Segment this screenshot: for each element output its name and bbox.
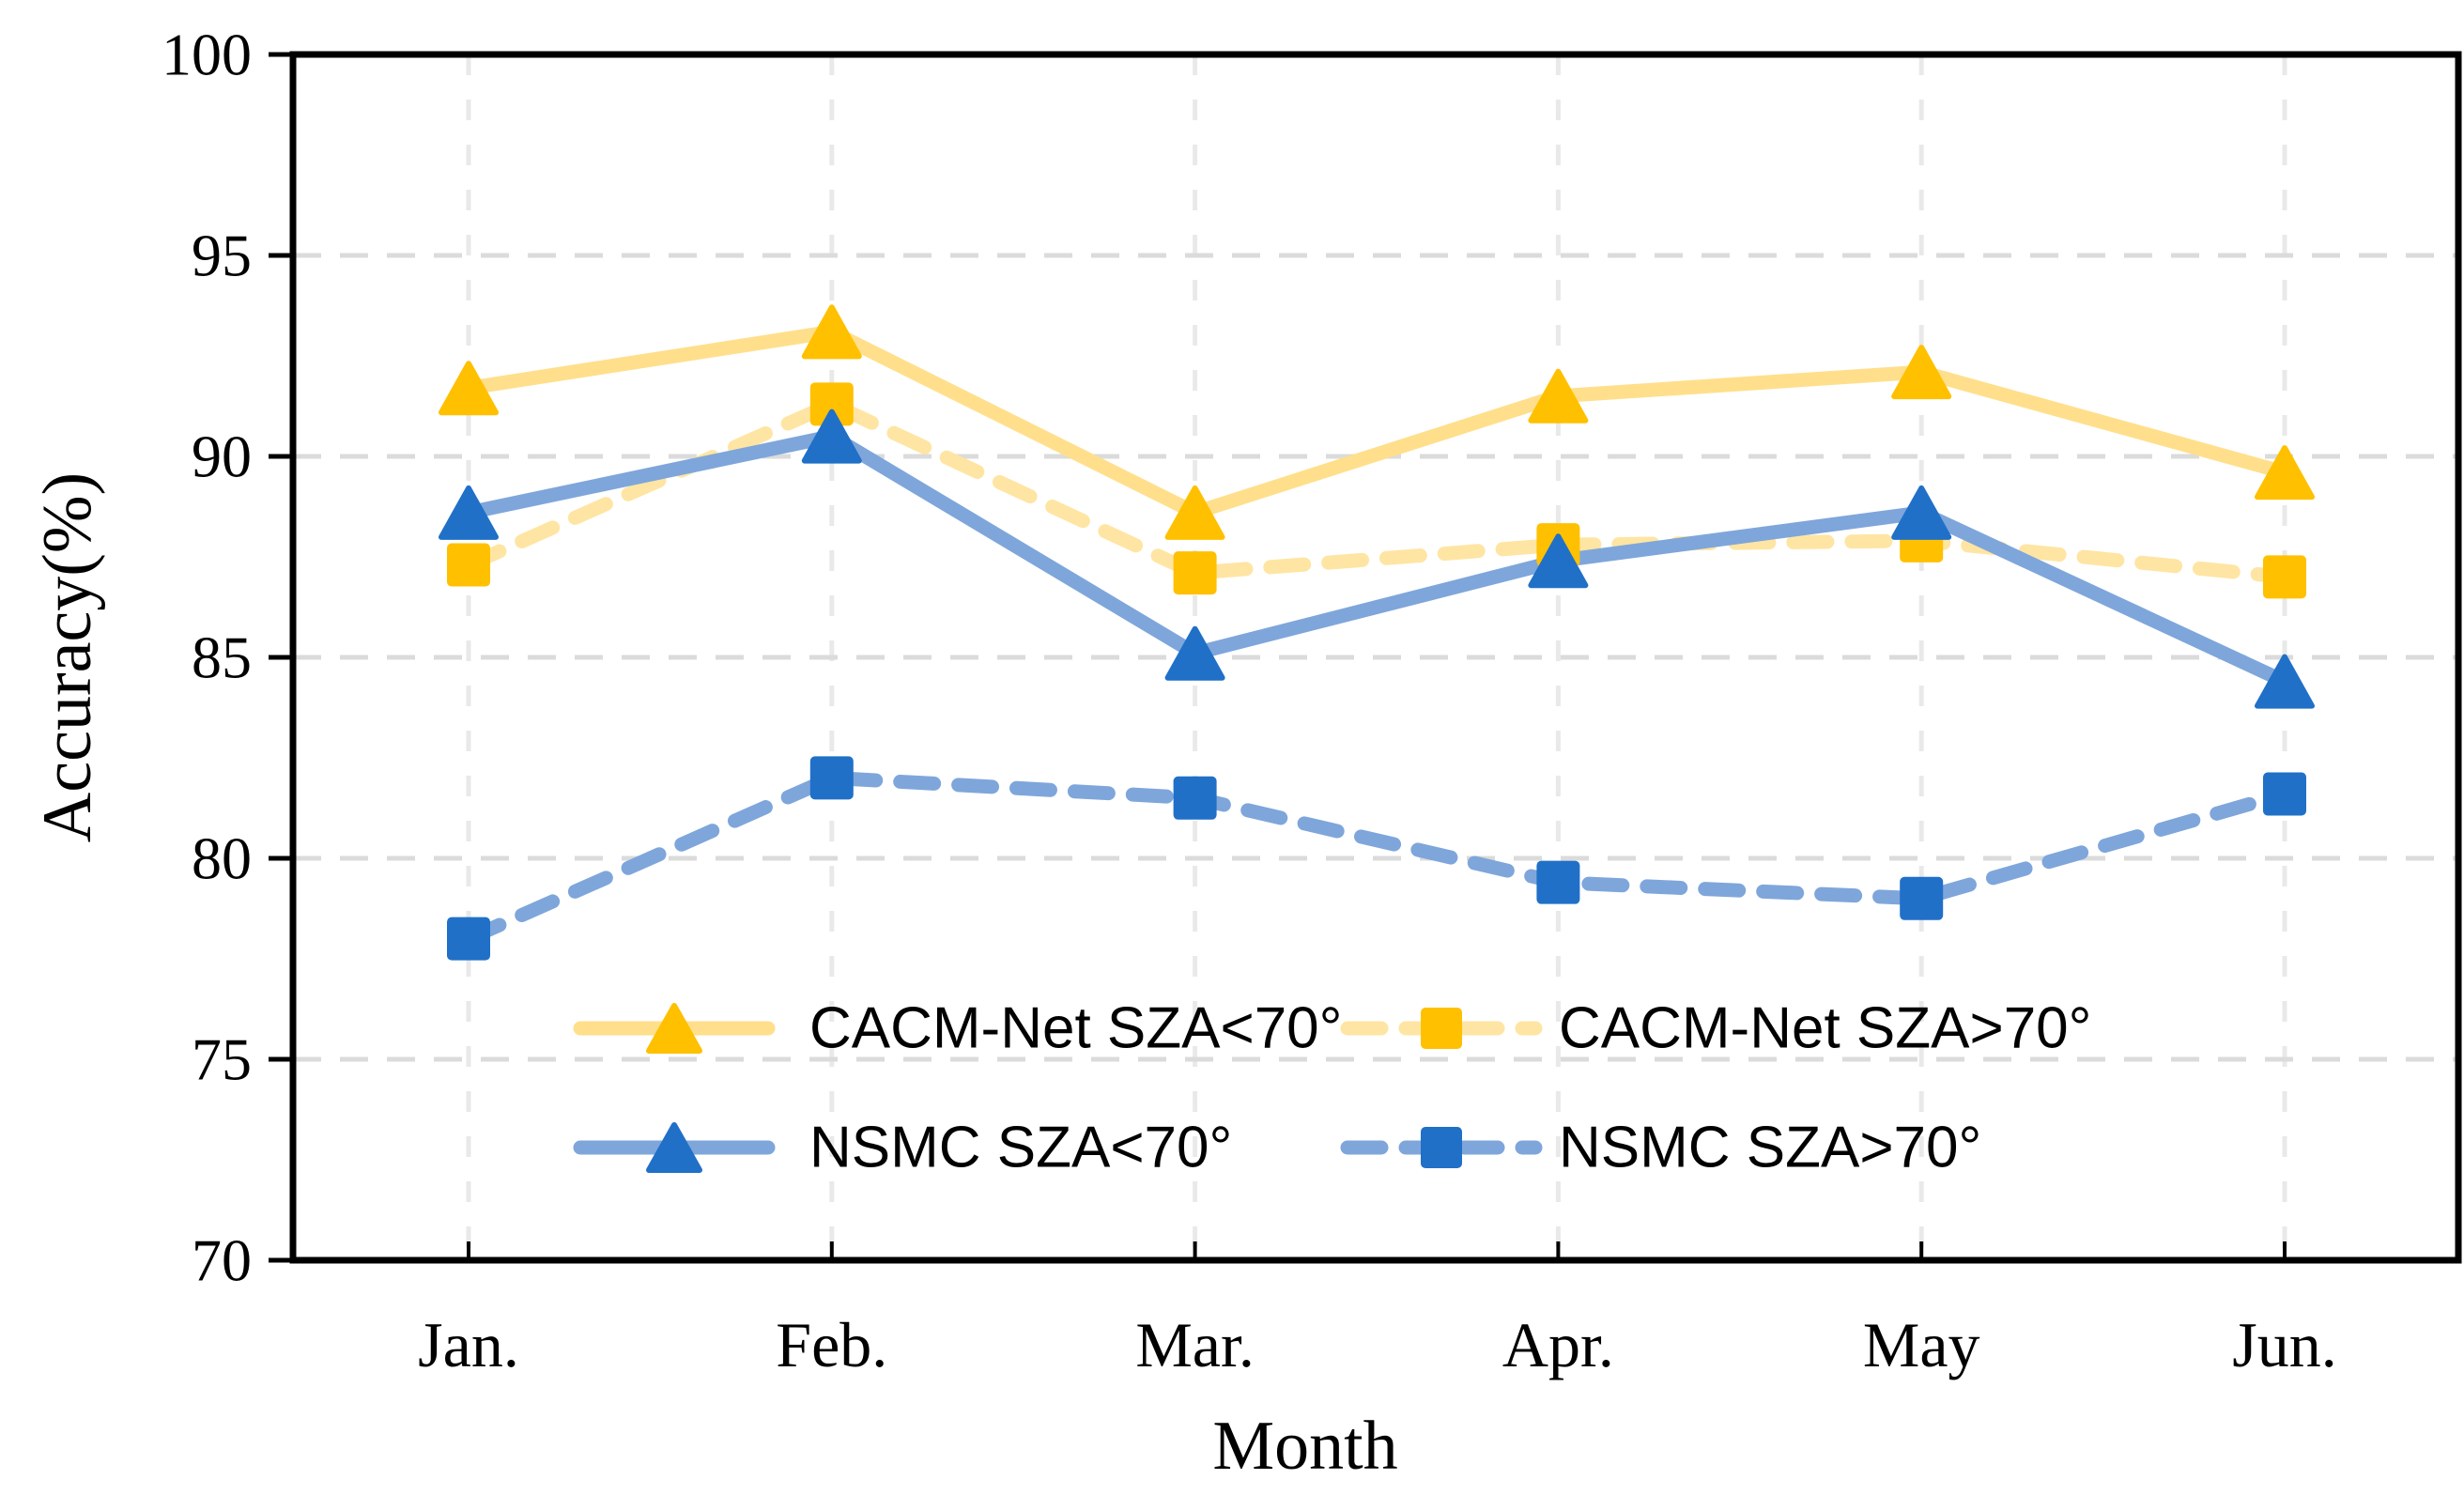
marker-triangle-s0-May bbox=[1891, 345, 1952, 400]
gridlines bbox=[293, 54, 2458, 1260]
marker-triangle-s0-Feb bbox=[801, 304, 862, 360]
marker-triangle-s2-Feb bbox=[801, 408, 862, 464]
legend-item-1: CACM-Net SZA>70° bbox=[1340, 996, 2091, 1061]
series-line-3 bbox=[461, 770, 2292, 947]
marker-square-s1-Jun bbox=[2263, 555, 2306, 599]
x-tick-label-Apr: Apr. bbox=[1502, 1309, 1614, 1380]
x-tick-label-Jun: Jun. bbox=[2232, 1309, 2336, 1380]
y-tick-label-95: 95 bbox=[192, 223, 252, 289]
legend-label-3: NSMC SZA>70° bbox=[1559, 1116, 1981, 1180]
marker-triangle-s2-Mar bbox=[1164, 625, 1225, 681]
legend-marker-square-1 bbox=[1421, 1008, 1462, 1049]
marker-square-s3-Apr bbox=[1536, 860, 1580, 904]
y-tick-label-100: 100 bbox=[162, 22, 252, 88]
marker-triangle-s2-Apr bbox=[1528, 533, 1589, 589]
y-tick-label-80: 80 bbox=[192, 825, 252, 892]
x-tick-label-May: May bbox=[1863, 1309, 1980, 1380]
legend-label-1: CACM-Net SZA>70° bbox=[1559, 996, 2091, 1061]
marker-square-s1-Jan bbox=[447, 543, 490, 587]
x-tick-labels: Jan. Feb. Mar. Apr. May Jun. bbox=[418, 1309, 2337, 1380]
marker-triangle-s0-Jun bbox=[2255, 445, 2315, 501]
y-tick-labels: 100 95 90 85 80 75 70 bbox=[162, 22, 252, 1294]
legend-item-0: CACM-Net SZA<70° bbox=[573, 996, 1342, 1061]
axis-ticks bbox=[269, 52, 2287, 1263]
legend-label-0: CACM-Net SZA<70° bbox=[809, 996, 1342, 1061]
x-tick-label-Jan: Jan. bbox=[418, 1309, 519, 1380]
y-tick-label-85: 85 bbox=[192, 624, 252, 691]
y-tick-label-75: 75 bbox=[192, 1026, 252, 1093]
marker-square-s3-May bbox=[1900, 876, 1944, 920]
legend-marker-triangle-0 bbox=[646, 1003, 702, 1054]
marker-triangle-s2-Jan bbox=[439, 485, 499, 540]
marker-square-s1-Feb bbox=[809, 382, 854, 426]
y-tick-label-70: 70 bbox=[192, 1227, 252, 1294]
marker-triangle-s0-Mar bbox=[1164, 485, 1225, 540]
legend-label-2: NSMC SZA<70° bbox=[809, 1116, 1232, 1180]
marker-square-s3-Mar bbox=[1173, 776, 1217, 820]
marker-triangle-s0-Jan bbox=[439, 361, 499, 416]
marker-triangle-s2-May bbox=[1891, 485, 1952, 540]
x-tick-label-Mar: Mar. bbox=[1135, 1309, 1255, 1380]
marker-square-s3-Jun bbox=[2263, 772, 2306, 816]
legend-item-2: NSMC SZA<70° bbox=[573, 1116, 1232, 1180]
legend-marker-square-3 bbox=[1421, 1127, 1462, 1168]
x-tick-label-Feb: Feb. bbox=[776, 1309, 887, 1380]
series-line-0 bbox=[461, 324, 2292, 520]
series-line-2 bbox=[461, 429, 2292, 689]
y-axis-title: Accuracy(%) bbox=[29, 472, 106, 842]
marker-square-s3-Feb bbox=[809, 756, 854, 800]
marker-square-s1-Mar bbox=[1173, 551, 1217, 595]
marker-square-s3-Jan bbox=[447, 917, 490, 961]
legend: CACM-Net SZA<70° CACM-Net SZA>70° NSMC SZA… bbox=[573, 996, 2091, 1180]
series-markers bbox=[439, 304, 2315, 961]
y-tick-label-90: 90 bbox=[192, 424, 252, 490]
series-lines bbox=[461, 324, 2292, 947]
x-axis-title: Month bbox=[1212, 1408, 1397, 1485]
legend-item-3: NSMC SZA>70° bbox=[1340, 1116, 1981, 1180]
marker-triangle-s2-Jun bbox=[2255, 654, 2315, 709]
marker-triangle-s0-Apr bbox=[1528, 368, 1589, 424]
legend-marker-triangle-2 bbox=[646, 1122, 702, 1173]
